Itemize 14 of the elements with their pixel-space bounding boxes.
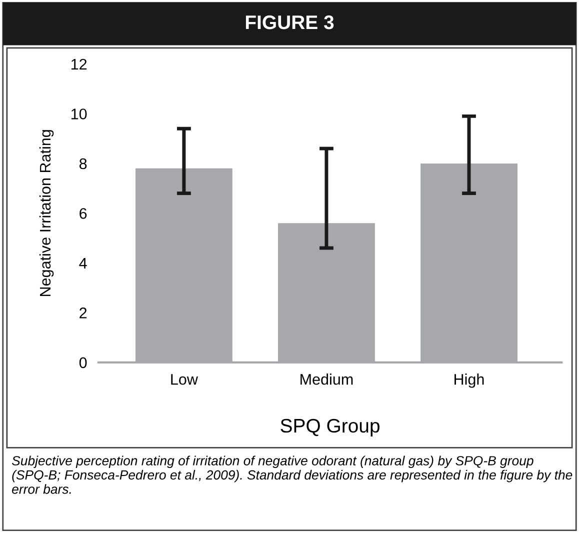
y-tick-label: 8: [79, 158, 87, 170]
y-axis-title: Negative Irritation Rating: [39, 130, 54, 296]
x-axis-title: SPQ Group: [280, 418, 380, 436]
y-tick-label: 0: [79, 357, 87, 368]
text: Subjective perception rating of irritation of negative odorant (natural gas) by SPQ-B group (SPQ-B; Fonseca-Pedrero et al., 2009). Standard deviations are represented in the figure by the error bars.: [12, 456, 572, 494]
chart-title: FIGURE 3: [246, 15, 334, 30]
y-tick-label: 10: [71, 108, 87, 120]
x-tick-label: Low: [171, 374, 198, 385]
y-tick-label: 12: [71, 58, 87, 70]
y-tick-label: 6: [80, 208, 87, 219]
x-tick-label: Medium: [300, 374, 353, 385]
y-tick-label: 2: [80, 308, 87, 318]
y-tick-label: 4: [79, 258, 87, 268]
x-tick-label: High: [454, 374, 484, 388]
